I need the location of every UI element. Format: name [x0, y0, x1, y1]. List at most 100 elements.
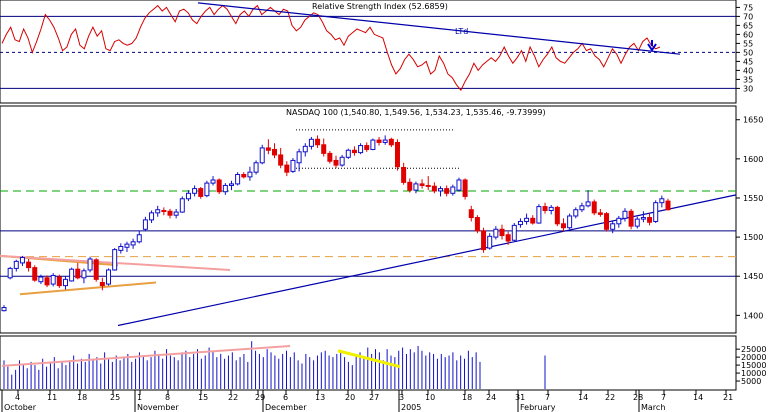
candle-body: [38, 276, 44, 283]
candle-body: [573, 209, 579, 217]
price-tick-label: 1550: [743, 194, 763, 203]
rsi-tick-label: 45: [743, 57, 753, 66]
rsi-tick-label: 75: [743, 3, 753, 12]
candle-body: [210, 179, 216, 184]
candle-body: [567, 215, 573, 229]
candle-body: [69, 268, 75, 282]
candle-body: [351, 149, 357, 154]
candle-body: [32, 267, 38, 281]
candle-body: [93, 259, 99, 280]
candle-body: [413, 183, 419, 191]
candle-body: [530, 217, 536, 224]
month-label: 2005: [401, 403, 421, 412]
x-tick-label: 4: [15, 393, 20, 402]
candle-body: [542, 206, 548, 212]
volume-tick-label: 15000: [741, 361, 766, 370]
month-label: October: [4, 403, 37, 412]
rsi-tick-label: 30: [743, 84, 753, 93]
x-tick-label: 11: [47, 393, 57, 402]
candle-body: [149, 212, 155, 221]
volume-tick-label: 20000: [741, 353, 766, 362]
rsi-tick-label: 35: [743, 75, 753, 84]
candle-body: [167, 210, 173, 216]
candle-body: [216, 179, 222, 193]
rsi-tick-label: 70: [743, 12, 753, 21]
candle-body: [333, 159, 339, 166]
x-tick-label: 29: [255, 393, 265, 402]
candle-body: [462, 179, 468, 197]
price-tick-label: 1600: [743, 155, 763, 164]
candle-body: [81, 270, 87, 279]
rsi-tick-label: 65: [743, 21, 753, 30]
candle-body: [302, 145, 308, 153]
candle-body: [511, 224, 517, 241]
rsi-tick-label: 55: [743, 39, 753, 48]
volume-tick-label: 25000: [741, 345, 766, 354]
candle-body: [536, 206, 542, 224]
ltd-annotation: LTd: [455, 27, 468, 36]
x-tick-label: 10: [425, 393, 435, 402]
candle-body: [204, 182, 210, 197]
candle-body: [253, 162, 259, 173]
candle-body: [610, 223, 616, 230]
candle-body: [339, 156, 345, 166]
candle-body: [99, 281, 105, 287]
candle-body: [622, 210, 628, 219]
x-tick-label: 8: [165, 393, 170, 402]
candle-body: [653, 202, 659, 222]
candle-body: [13, 260, 19, 269]
price-tick-label: 1650: [743, 116, 763, 125]
rsi-tick-label: 60: [743, 30, 753, 39]
candle-body: [628, 210, 634, 227]
candle-body: [272, 148, 278, 156]
candle-body: [26, 261, 32, 269]
candle-body: [56, 276, 62, 287]
price-tick-label: 1500: [743, 233, 763, 242]
x-tick-label: 28: [633, 393, 643, 402]
candle-body: [222, 184, 228, 193]
candle-body: [130, 241, 136, 246]
price-tick-label: 1400: [743, 311, 763, 320]
candle-body: [62, 278, 68, 287]
candle-body: [487, 235, 493, 249]
candle-body: [228, 183, 234, 186]
volume-tick-label: 5000: [741, 377, 761, 386]
rsi-downtrend-line: [197, 2, 681, 55]
candle-body: [425, 184, 431, 187]
candle-body: [524, 217, 530, 222]
price-layer: 1400 1450 1500 1550 1600 1650: [0, 116, 763, 327]
candle-body: [468, 209, 474, 219]
candle-body: [265, 147, 271, 151]
volume-pink-trend: [1, 344, 291, 367]
candle-body: [505, 234, 511, 242]
candle-body: [456, 179, 462, 191]
down-arrow-icon: [647, 40, 657, 52]
candle-body: [438, 188, 444, 192]
month-label: February: [520, 403, 556, 412]
x-tick-label: 22: [228, 393, 238, 402]
candle-body: [604, 213, 610, 230]
x-tick-label: 21: [723, 393, 733, 402]
candle-body: [517, 220, 523, 226]
x-tick-label: 25: [110, 393, 120, 402]
candle-body: [198, 188, 204, 197]
candle-body: [647, 217, 653, 223]
candle-body: [585, 201, 591, 207]
candle-body: [118, 245, 124, 251]
rsi-tick-label: 50: [743, 48, 753, 57]
candle-body: [290, 159, 296, 172]
candle-body: [591, 201, 597, 214]
candle-body: [548, 206, 554, 212]
candle-body: [321, 144, 327, 154]
x-tick-label: 7: [545, 393, 550, 402]
candle-body: [597, 212, 603, 215]
candle-body: [44, 277, 50, 286]
candle-body: [75, 268, 81, 279]
x-axis: 4 11 18 25 1 8 15 22 29 6 13 20 27 3 10 18 24 31 7 14 22 28 7 1…: [1, 390, 733, 412]
month-label: November: [137, 403, 179, 412]
candle-body: [124, 243, 130, 248]
volume-tick-label: 10000: [741, 369, 766, 378]
